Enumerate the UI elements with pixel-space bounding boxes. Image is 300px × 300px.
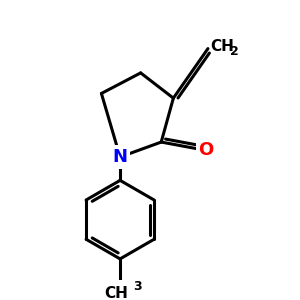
Text: 2: 2 bbox=[230, 45, 239, 58]
Text: N: N bbox=[112, 148, 128, 166]
Text: 3: 3 bbox=[133, 280, 142, 293]
Text: O: O bbox=[199, 140, 214, 158]
Text: CH: CH bbox=[210, 39, 234, 54]
Text: CH: CH bbox=[104, 286, 128, 300]
